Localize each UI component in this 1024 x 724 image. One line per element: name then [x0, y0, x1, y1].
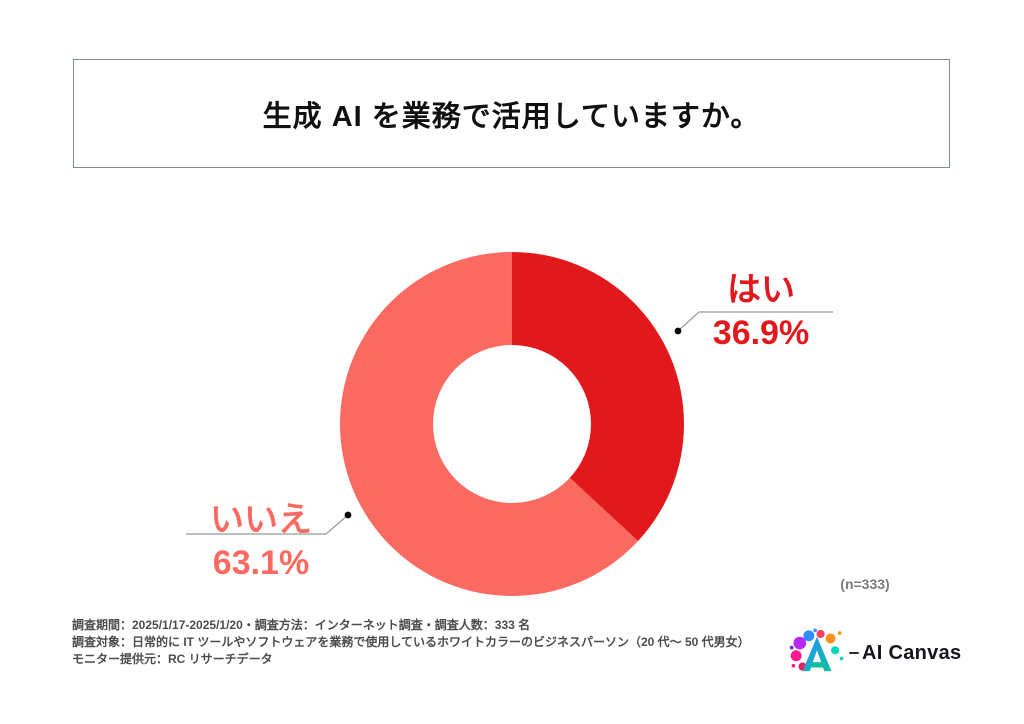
logo-text: AI Canvas: [862, 641, 962, 664]
footnote-line-monitor: モニター提供元：RC リサーチデータ: [72, 652, 273, 666]
footnote-line-period: 調査期間：2025/1/17-2025/1/20・調査方法：インターネット調査・…: [72, 618, 531, 632]
logo-dash: [849, 652, 859, 654]
footnote-line-target: 調査対象：日常的に IT ツールやソフトウェアを業務で使用しているホワイトカラー…: [72, 635, 750, 649]
donut-hole: [433, 345, 591, 503]
title-box: 生成 AI を業務で活用していますか。: [73, 59, 950, 168]
ai-canvas-logo: AI Canvas: [788, 627, 961, 679]
callout-no-value: 63.1%: [212, 544, 310, 582]
sample-size-label: (n=333): [840, 576, 890, 592]
survey-footnote: 調査期間：2025/1/17-2025/1/20・調査方法：インターネット調査・…: [72, 617, 750, 668]
page-title: 生成 AI を業務で活用していますか。: [262, 100, 761, 133]
callout-yes-label: はい: [727, 271, 795, 309]
leader-dot-no: [344, 511, 352, 519]
callout-no-label: いいえ: [210, 501, 312, 539]
donut-chart: [340, 252, 684, 596]
callout-yes-value: 36.9%: [712, 314, 810, 352]
paint-splash-a-icon: [789, 628, 844, 672]
